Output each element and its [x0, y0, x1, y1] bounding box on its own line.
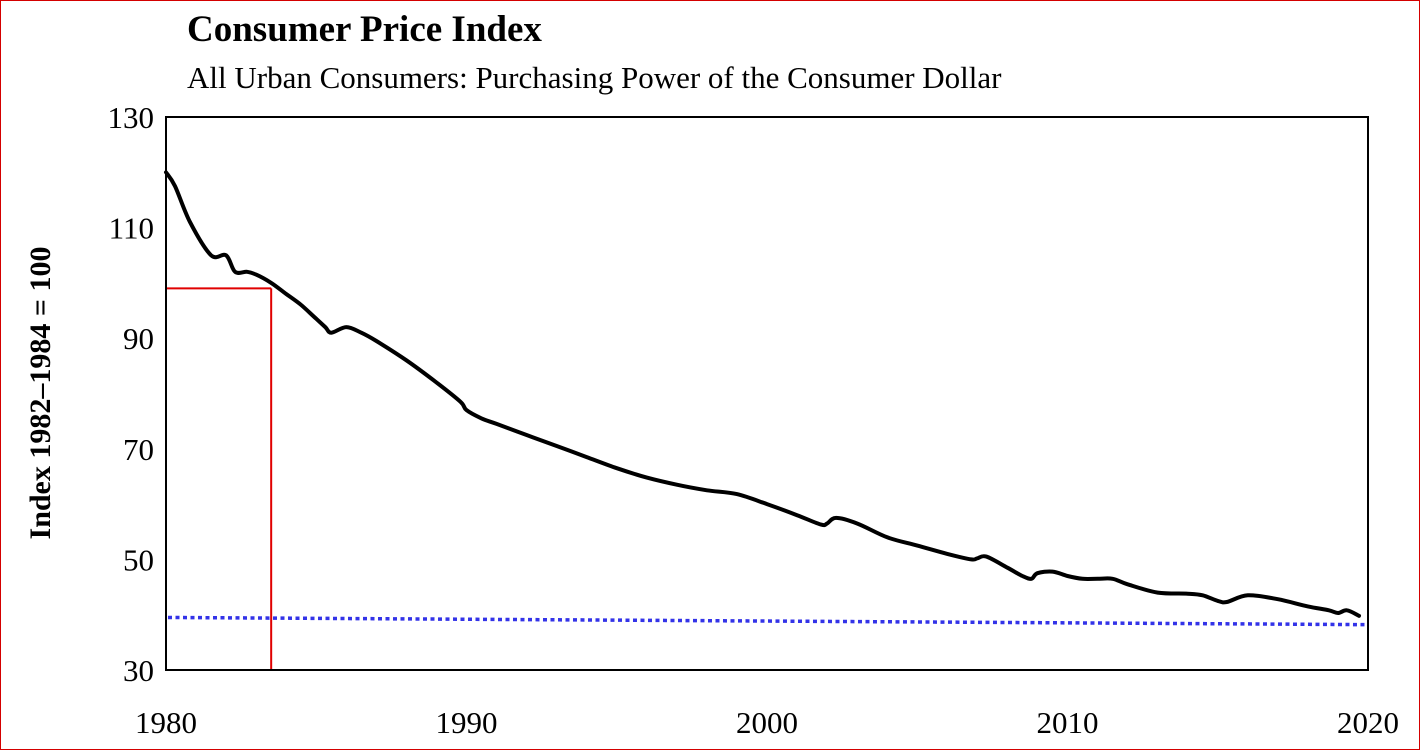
y-tick-label: 130	[108, 100, 155, 135]
x-tick-label: 2020	[1337, 705, 1399, 740]
x-axis-ticks: 1980 1990 2000 2010 2020	[135, 705, 1399, 740]
x-tick-label: 2000	[736, 705, 798, 740]
plot-area	[165, 116, 1369, 671]
series-group	[164, 170, 1361, 618]
y-tick-label: 50	[123, 542, 154, 577]
y-axis-ticks: 30 50 70 90 110 130	[108, 100, 155, 688]
x-tick-label: 1990	[436, 705, 498, 740]
reference-lines	[166, 287, 1369, 670]
series-line	[164, 170, 1361, 618]
chart-title: Consumer Price Index	[187, 9, 542, 50]
y-axis-label: Index 1982–1984 = 100	[24, 247, 57, 540]
y-tick-label: 30	[123, 653, 154, 688]
y-tick-label: 90	[123, 321, 154, 356]
y-tick-label: 110	[109, 211, 154, 246]
dotted-reference-line	[167, 615, 1369, 627]
x-tick-label: 2010	[1037, 705, 1099, 740]
chart-subtitle: All Urban Consumers: Purchasing Power of…	[187, 60, 1002, 95]
x-tick-label: 1980	[135, 705, 197, 740]
y-tick-label: 70	[123, 432, 154, 467]
